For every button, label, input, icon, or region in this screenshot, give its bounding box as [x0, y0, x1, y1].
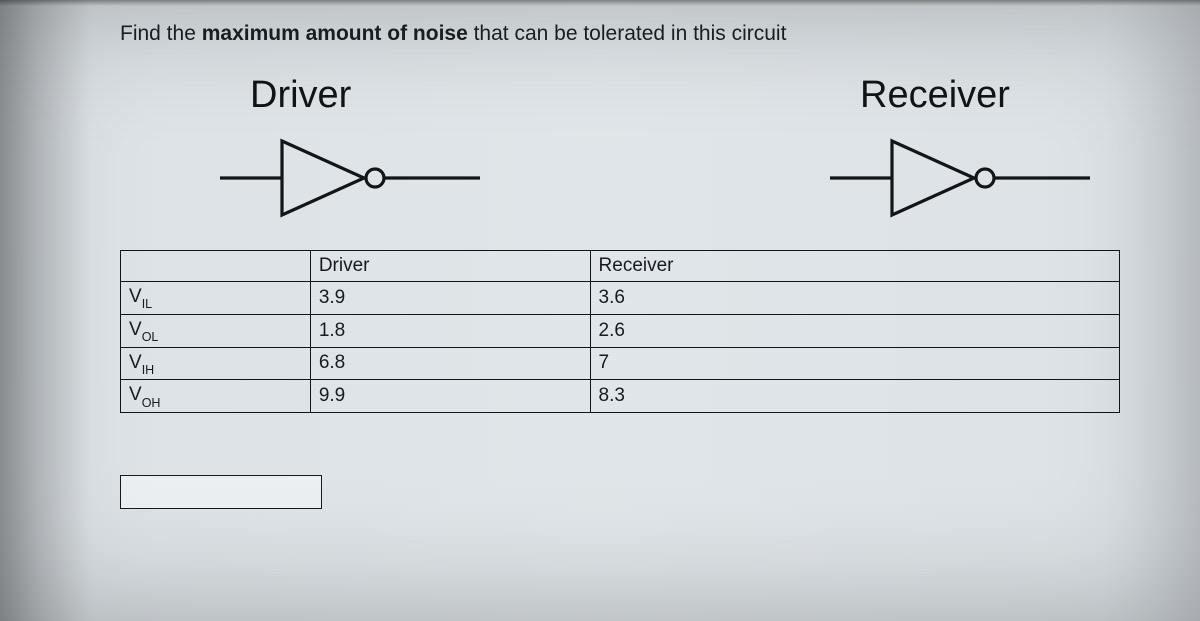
receiver-label: Receiver [860, 74, 1090, 117]
param-vol: VOL [121, 314, 311, 347]
answer-input[interactable] [120, 475, 322, 509]
inverter-icon [830, 123, 1090, 233]
table-row: VIH 6.8 7 [121, 347, 1120, 380]
cell-receiver-vil: 3.6 [590, 282, 1119, 315]
top-shadow-edge [0, 0, 1200, 6]
driver-gate-group: Driver [220, 74, 480, 233]
cell-receiver-vih: 7 [590, 347, 1119, 380]
receiver-gate-group: Receiver [830, 74, 1090, 233]
table-header-receiver: Receiver [590, 251, 1119, 282]
cell-driver-voh: 9.9 [310, 380, 590, 413]
cell-receiver-voh: 8.3 [590, 380, 1119, 413]
prompt-text: Find the maximum amount of noise that ca… [120, 22, 1160, 46]
cell-driver-vil: 3.9 [310, 282, 590, 315]
inverter-icon [220, 123, 480, 233]
driver-label: Driver [250, 74, 480, 117]
table-row: VIL 3.9 3.6 [121, 282, 1120, 315]
parameter-table: Driver Receiver VIL 3.9 3.6 VOL 1.8 2.6 … [120, 250, 1120, 413]
cell-receiver-vol: 2.6 [590, 314, 1119, 347]
param-vil: VIL [121, 282, 311, 315]
param-voh: VOH [121, 380, 311, 413]
left-shadow-gutter [0, 0, 90, 621]
question-content: Find the maximum amount of noise that ca… [120, 22, 1160, 514]
prompt-bold: maximum amount of noise [202, 22, 468, 45]
table-header-driver: Driver [310, 251, 590, 282]
param-vih: VIH [121, 347, 311, 380]
prompt-prefix: Find the [120, 22, 202, 45]
table-row: VOH 9.9 8.3 [121, 380, 1120, 413]
cell-driver-vih: 6.8 [310, 347, 590, 380]
cell-driver-vol: 1.8 [310, 314, 590, 347]
table-header-blank [121, 251, 311, 282]
table-header-row: Driver Receiver [121, 251, 1120, 282]
circuit-diagram: Driver Receiver [120, 74, 1160, 244]
prompt-suffix: that can be tolerated in this circuit [468, 22, 787, 45]
table-row: VOL 1.8 2.6 [121, 314, 1120, 347]
